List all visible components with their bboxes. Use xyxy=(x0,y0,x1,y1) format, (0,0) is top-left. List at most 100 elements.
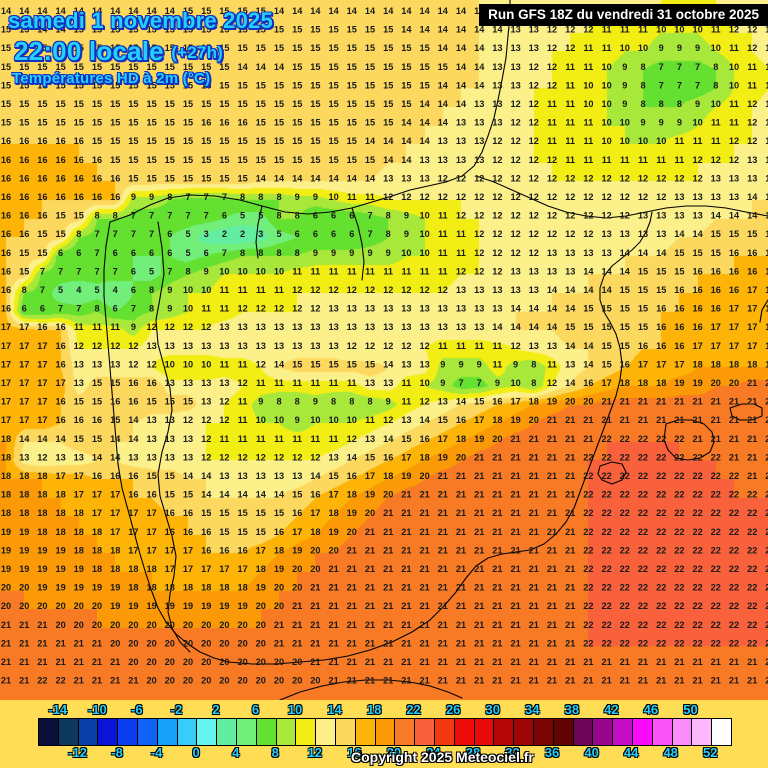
grid-temperature-value: 17 xyxy=(37,397,47,407)
grid-temperature-value: 20 xyxy=(183,657,193,667)
grid-temperature-value: 13 xyxy=(401,304,411,314)
grid-temperature-value: 13 xyxy=(765,155,768,165)
legend-tick-label: 46 xyxy=(643,702,659,717)
grid-temperature-value: 19 xyxy=(365,490,375,500)
grid-temperature-value: 15 xyxy=(638,266,648,276)
grid-temperature-value: 13 xyxy=(510,80,520,90)
grid-temperature-value: 12 xyxy=(547,155,557,165)
grid-temperature-value: 20 xyxy=(292,657,302,667)
grid-temperature-value: 22 xyxy=(37,676,47,686)
grid-temperature-value: 21 xyxy=(328,657,338,667)
grid-temperature-value: 12 xyxy=(529,155,539,165)
grid-temperature-value: 14 xyxy=(419,415,430,425)
grid-temperature-value: 10 xyxy=(638,136,648,146)
grid-temperature-value: 15 xyxy=(183,490,193,500)
grid-temperature-value: 22 xyxy=(692,583,702,593)
grid-temperature-value: 11 xyxy=(347,378,357,388)
color-scale-strip[interactable] xyxy=(38,718,732,746)
color-swatch xyxy=(474,719,495,745)
grid-temperature-value: 22 xyxy=(729,583,739,593)
grid-temperature-value: 18 xyxy=(492,415,502,425)
grid-temperature-value: 14 xyxy=(583,341,594,351)
grid-temperature-value: 15 xyxy=(219,6,229,16)
grid-temperature-value: 13 xyxy=(347,322,357,332)
grid-temperature-value: 22 xyxy=(765,564,768,574)
grid-temperature-value: 15 xyxy=(310,99,320,109)
grid-temperature-value: 14 xyxy=(565,304,576,314)
grid-temperature-value: 13 xyxy=(711,173,721,183)
grid-temperature-value: 16 xyxy=(711,266,721,276)
grid-temperature-value: 13 xyxy=(128,452,138,462)
grid-temperature-value: 10 xyxy=(711,99,721,109)
grid-temperature-value: 16 xyxy=(92,471,102,481)
grid-temperature-value: 17 xyxy=(292,527,302,537)
grid-temperature-value: 11 xyxy=(602,155,612,165)
grid-temperature-value: 21 xyxy=(565,676,575,686)
grid-temperature-value: 21 xyxy=(474,545,484,555)
grid-temperature-value: 12 xyxy=(383,192,393,202)
grid-temperature-value: 15 xyxy=(92,62,102,72)
grid-temperature-value: 10 xyxy=(601,80,611,90)
grid-temperature-value: 14 xyxy=(492,25,503,35)
grid-temperature-value: 7 xyxy=(58,266,63,276)
grid-temperature-value: 14 xyxy=(146,6,157,16)
grid-temperature-value: 14 xyxy=(347,452,358,462)
grid-temperature-value: 21 xyxy=(92,676,102,686)
grid-temperature-value: 13 xyxy=(456,118,466,128)
grid-temperature-value: 15 xyxy=(328,136,338,146)
grid-temperature-value: 15 xyxy=(165,490,175,500)
grid-temperature-value: 7 xyxy=(167,211,172,221)
grid-temperature-value: 16 xyxy=(19,192,29,202)
grid-temperature-value: 21 xyxy=(547,471,557,481)
grid-temperature-value: 13 xyxy=(292,341,302,351)
grid-temperature-value: 16 xyxy=(292,508,302,518)
grid-temperature-value: 11 xyxy=(74,322,84,332)
grid-temperature-value: 13 xyxy=(256,471,266,481)
grid-temperature-value: 13 xyxy=(419,322,429,332)
grid-temperature-value: 10 xyxy=(620,118,630,128)
grid-temperature-value: 22 xyxy=(620,601,630,611)
grid-temperature-value: 15 xyxy=(219,508,229,518)
grid-temperature-value: 21 xyxy=(19,638,29,648)
grid-temperature-value: 16 xyxy=(110,397,120,407)
grid-temperature-value: 21 xyxy=(747,378,757,388)
grid-temperature-value: 5 xyxy=(276,229,281,239)
grid-temperature-value: 7 xyxy=(677,80,682,90)
grid-temperature-value: 12 xyxy=(565,211,575,221)
grid-temperature-value: 20 xyxy=(1,583,11,593)
grid-temperature-value: 22 xyxy=(729,508,739,518)
grid-temperature-value: 16 xyxy=(37,322,47,332)
grid-temperature-value: 20 xyxy=(383,490,393,500)
grid-temperature-value: 22 xyxy=(692,490,702,500)
grid-temperature-value: 21 xyxy=(620,676,630,686)
grid-temperature-value: 21 xyxy=(456,564,466,574)
grid-temperature-value: 13 xyxy=(474,118,484,128)
grid-temperature-value: 11 xyxy=(747,80,757,90)
grid-temperature-value: 13 xyxy=(638,211,648,221)
grid-temperature-value: 21 xyxy=(565,452,575,462)
grid-temperature-value: 13 xyxy=(674,211,684,221)
grid-temperature-value: 13 xyxy=(529,341,539,351)
grid-temperature-value: 20 xyxy=(292,583,302,593)
grid-temperature-value: 13 xyxy=(401,359,411,369)
grid-temperature-value: 9 xyxy=(622,99,627,109)
grid-temperature-value: 15 xyxy=(183,25,193,35)
grid-temperature-value: 21 xyxy=(347,545,357,555)
grid-temperature-value: 14 xyxy=(638,248,649,258)
grid-temperature-value: 15 xyxy=(620,304,630,314)
grid-temperature-value: 16 xyxy=(55,397,65,407)
grid-temperature-value: 16 xyxy=(55,359,65,369)
grid-temperature-value: 20 xyxy=(219,620,229,630)
color-swatch xyxy=(514,719,534,745)
copyright-label: Copyright 2025 Meteociel.fr xyxy=(351,749,534,765)
grid-temperature-value: 15 xyxy=(219,155,229,165)
grid-temperature-value: 12 xyxy=(510,229,520,239)
grid-temperature-value: 11 xyxy=(729,118,739,128)
grid-temperature-value: 13 xyxy=(474,322,484,332)
grid-temperature-value: 21 xyxy=(92,638,102,648)
grid-temperature-value: 7 xyxy=(94,248,99,258)
grid-temperature-value: 22 xyxy=(620,583,630,593)
grid-temperature-value: 18 xyxy=(19,471,29,481)
color-swatch xyxy=(434,719,455,745)
grid-temperature-value: 11 xyxy=(547,136,557,146)
